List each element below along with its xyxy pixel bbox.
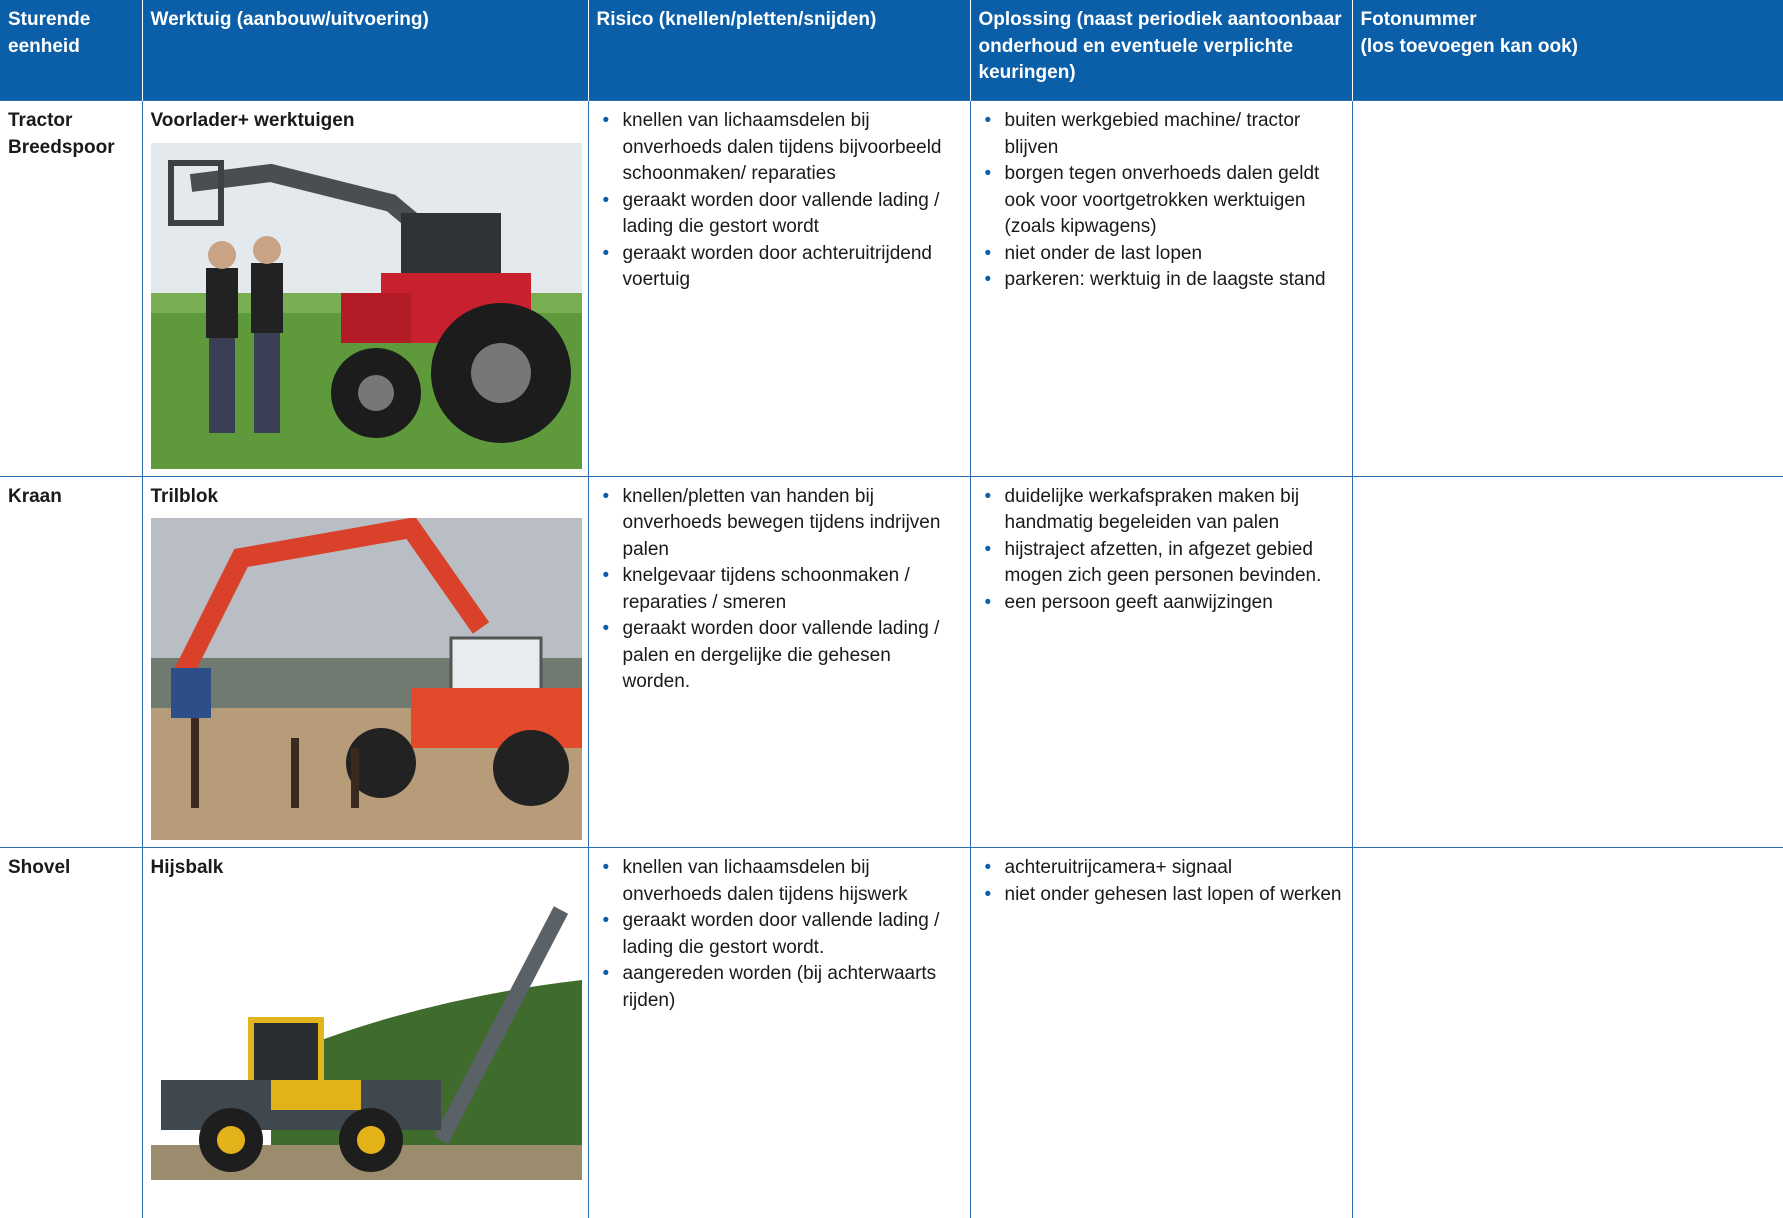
header-cell: Werktuig (aanbouw/uitvoering) <box>141 0 588 101</box>
risk: knelgevaar tijdens schoonmaken / reparat… <box>597 563 962 616</box>
shovel-photo <box>150 889 582 1180</box>
risk-cell: knellen/pletten van handen bij onverhoed… <box>587 475 970 848</box>
solution: achteruitrijcamera+ signaal <box>979 855 1344 882</box>
risk: geraakt worden door vallende lading / la… <box>597 188 962 241</box>
header-cell: Oplossing (naast periodiek aantoonbaar o… <box>969 0 1352 101</box>
tool: Voorlader+ werktuigen <box>150 110 355 131</box>
unit: Tractor Breedspoor <box>8 110 115 158</box>
tool: Hijsbalk <box>150 857 224 878</box>
header-cell: Sturende eenheid <box>0 0 142 101</box>
risk: geraakt worden door vallende lading / la… <box>597 908 962 961</box>
tool-cell: Hijsbalk <box>141 847 588 1218</box>
solution-cell: duidelijke werkafspraken maken bij handm… <box>969 475 1352 848</box>
tool: Trilblok <box>150 485 219 507</box>
unit-cell: Shovel <box>0 847 142 1218</box>
tool-cell: Trilblok <box>141 475 588 848</box>
crane-photo <box>150 518 582 840</box>
risk: knellen van lichaamsdelen bij onverhoeds… <box>597 108 962 188</box>
risk: knellen/pletten van handen bij onverhoed… <box>597 484 962 564</box>
tractor-photo <box>150 142 582 469</box>
solution-cell: achteruitrijcamera+ signaal niet onder g… <box>969 847 1352 1218</box>
row: Tractor Breedspoor Voorlader+ werktuigen… <box>0 100 1783 476</box>
photo-number-cell <box>1351 847 1783 1218</box>
row: Shovel Hijsbalk knellen van lichaamsdele… <box>0 847 1783 1218</box>
solution-list: duidelijke werkafspraken maken bij handm… <box>979 484 1344 617</box>
solution: hijstraject afzetten, in afgezet gebied … <box>979 537 1344 590</box>
unit: Kraan <box>8 485 62 507</box>
solution-list: achteruitrijcamera+ signaal niet onder g… <box>979 855 1344 908</box>
risk-list: knellen van lichaamsdelen bij onverhoeds… <box>597 108 962 294</box>
photo-number-cell <box>1351 100 1783 476</box>
unit-cell: Tractor Breedspoor <box>0 100 142 476</box>
tool-cell: Voorlader+ werktuigen <box>141 100 588 476</box>
header-cell: Fotonummer (los toevoegen kan ook) <box>1351 0 1783 101</box>
unit-cell: Kraan <box>0 475 142 848</box>
risk-cell: knellen van lichaamsdelen bij onverhoeds… <box>587 100 970 476</box>
header-cell: Risico (knellen/pletten/snijden) <box>587 0 970 101</box>
header-row: Sturende eenheid Werktuig (aanbouw/uitvo… <box>0 0 1783 101</box>
risk-list: knellen/pletten van handen bij onverhoed… <box>597 484 962 696</box>
solution: parkeren: werktuig in de laagste stand <box>979 267 1344 294</box>
solution: niet onder gehesen last lopen of werken <box>979 882 1344 909</box>
risk: aangereden worden (bij achterwaarts rijd… <box>597 961 962 1014</box>
solution: een persoon geeft aanwijzingen <box>979 590 1344 617</box>
solution: borgen tegen onverhoeds dalen geldt ook … <box>979 161 1344 241</box>
solution: duidelijke werkafspraken maken bij handm… <box>979 484 1344 537</box>
row: Kraan Trilblok knellen/pletten van hande… <box>0 475 1783 848</box>
risk-cell: knellen van lichaamsdelen bij onverhoeds… <box>587 847 970 1218</box>
risk: geraakt worden door achteruitrijdend voe… <box>597 241 962 294</box>
solution: niet onder de last lopen <box>979 241 1344 268</box>
unit: Shovel <box>8 857 71 878</box>
solution-list: buiten werkgebied machine/ tractor blijv… <box>979 108 1344 294</box>
photo-number-cell <box>1351 475 1783 848</box>
solution-cell: buiten werkgebied machine/ tractor blijv… <box>969 100 1352 476</box>
solution: buiten werkgebied machine/ tractor blijv… <box>979 108 1344 161</box>
risk: geraakt worden door vallende lading / pa… <box>597 616 962 696</box>
risk: knellen van lichaamsdelen bij onverhoeds… <box>597 855 962 908</box>
risk-list: knellen van lichaamsdelen bij onverhoeds… <box>597 855 962 1014</box>
